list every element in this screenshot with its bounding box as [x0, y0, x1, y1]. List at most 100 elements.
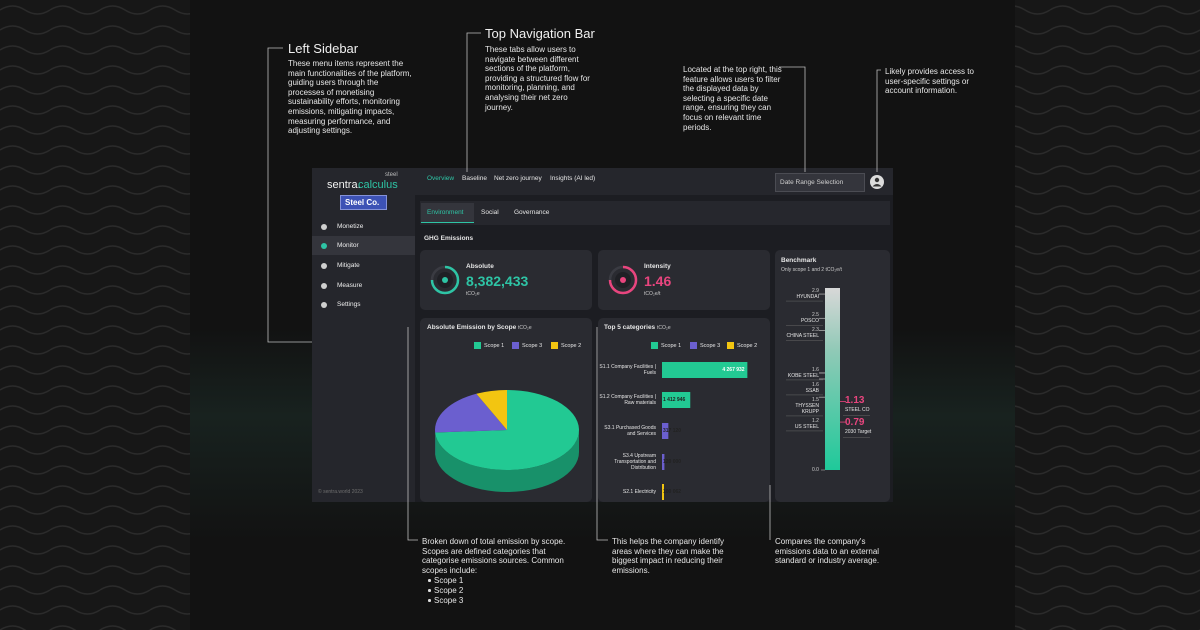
bar — [662, 392, 691, 408]
menu-item: Measure — [337, 282, 363, 289]
legend-label: Scope 3 — [700, 343, 721, 349]
annotation-text: This helps the company identify areas wh… — [612, 537, 725, 575]
chart-unit: tCO₂e — [518, 325, 532, 331]
benchmark-value: 1.5 — [812, 396, 819, 403]
benchmark-highlight-label: 2030 Target — [845, 429, 872, 436]
kpi-unit: tCO₂e — [466, 291, 480, 297]
company-badge — [340, 195, 387, 210]
annotation-text: Likely provides access to user-specific … — [885, 67, 974, 96]
annotation-text: These tabs allow users to navigate betwe… — [485, 45, 590, 112]
annotation-title: Left Sidebar — [288, 41, 359, 56]
section-title: GHG Emissions — [424, 235, 474, 242]
bar — [662, 454, 665, 470]
legend-swatch — [651, 342, 658, 349]
bullet — [428, 599, 431, 602]
bar-value-label: 4 267 932 — [722, 367, 745, 373]
benchmark-value: 2.5 — [812, 312, 819, 319]
annotation-item: Scope 3 — [434, 596, 464, 605]
sidebar — [312, 168, 415, 502]
bar-value-label: 120 000 — [663, 459, 682, 465]
brand-tag: steel — [385, 172, 398, 178]
menu-item: Monetize — [337, 223, 364, 230]
tab-active — [421, 203, 474, 223]
menu-icon — [321, 263, 327, 269]
benchmark-label: THYSSEN KRUPP — [795, 402, 819, 415]
footer: © sentra.world 2023 — [318, 489, 363, 495]
bar-value-label: 317 120 — [663, 428, 682, 434]
benchmark-label: KOBE STEEL — [787, 372, 819, 379]
kpi-unit: tCO₂e/t — [644, 291, 661, 297]
chart-title: Absolute Emission by Scope — [427, 324, 517, 331]
kpi-value: 1.46 — [644, 273, 672, 289]
chart-subtitle: Only scope 1 and 2 tCO₂e/t — [781, 267, 842, 273]
pie-slice — [476, 390, 507, 430]
legend-swatch — [727, 342, 734, 349]
legend-label: Scope 2 — [561, 343, 582, 349]
benchmark-label: US STEEL — [794, 423, 819, 430]
benchmark-highlight-value: 0.79 — [845, 417, 865, 429]
benchmark-highlight-value: 1.13 — [845, 395, 865, 407]
legend-label: Scope 1 — [661, 343, 682, 349]
legend-label: Scope 2 — [737, 343, 758, 349]
chart-title: Top 5 categories — [604, 324, 656, 331]
menu-icon — [321, 302, 327, 308]
wave-pattern — [1015, 0, 1200, 630]
kpi-label: Intensity — [644, 263, 671, 270]
kpi-icon-dot — [442, 277, 448, 283]
pie-slice — [435, 390, 579, 470]
nav-tab: Net zero journey — [494, 175, 542, 182]
menu-item: Settings — [337, 301, 361, 308]
brand-accent: calculus — [358, 179, 398, 191]
legend-swatch — [551, 342, 558, 349]
annotation-text: These menu items represent the main func… — [288, 59, 412, 136]
date-range-text: Date Range Selection — [780, 179, 844, 186]
benchmark-value: 2.3 — [812, 327, 819, 334]
tabs-bar — [420, 201, 890, 225]
date-range-input — [775, 173, 865, 192]
menu-item: Mitigate — [337, 262, 360, 269]
user-avatar-body — [872, 184, 882, 187]
bar — [662, 423, 669, 439]
category-label: S3.4 Upstream Transportation and Distrib… — [614, 453, 656, 471]
category-label: S1.1 Company Facilities | Fuels — [599, 364, 656, 376]
benchmark-bar — [825, 288, 840, 470]
category-label: S1.2 Company Facilities | Raw materials — [599, 394, 656, 406]
annotation-text: Broken down of total emission by scope. … — [422, 537, 566, 575]
benchmark-label: SSAB — [805, 387, 819, 394]
bullet — [428, 589, 431, 592]
kpi-ring — [430, 265, 460, 295]
bar-value-label: 100 062 — [663, 489, 682, 495]
kpi-value: 8,382,433 — [466, 273, 529, 289]
benchmark-value: 1.2 — [812, 417, 819, 424]
user-avatar-head — [874, 177, 880, 183]
benchmark-value: 1.6 — [812, 381, 819, 388]
annotation-item: Scope 2 — [434, 586, 464, 595]
brand: sentra. — [327, 179, 361, 191]
benchmark-value: 2.9 — [812, 288, 819, 295]
pie-slice — [435, 393, 507, 433]
wave-pattern — [0, 0, 190, 630]
benchmark-label: CHINA STEEL — [786, 333, 819, 340]
company-name: Steel Co. — [345, 198, 380, 207]
bar-value-label: 1 412 946 — [663, 397, 686, 403]
menu-icon — [321, 283, 327, 289]
category-label: S2.1 Electricity — [622, 489, 656, 495]
legend-label: Scope 1 — [484, 343, 505, 349]
benchmark-highlight-label: STEEL CO — [845, 407, 870, 414]
tab: Social — [481, 209, 499, 216]
benchmark-value: 1.6 — [812, 366, 819, 373]
y-tick-label: 0.0 — [812, 467, 819, 473]
legend-swatch — [690, 342, 697, 349]
kpi-ring — [608, 265, 638, 295]
chart-title: Benchmark — [781, 257, 817, 264]
kpi-icon-dot — [620, 277, 626, 283]
category-label: S3.1 Purchased Goods and Services — [604, 425, 656, 437]
annotation-item: Scope 1 — [434, 576, 464, 585]
benchmark-label: POSCO — [800, 318, 819, 325]
annotation-text: Located at the top right, this feature a… — [683, 65, 782, 132]
tab: Governance — [514, 209, 550, 216]
bar — [662, 362, 748, 378]
annotation-title: Top Navigation Bar — [485, 26, 595, 41]
